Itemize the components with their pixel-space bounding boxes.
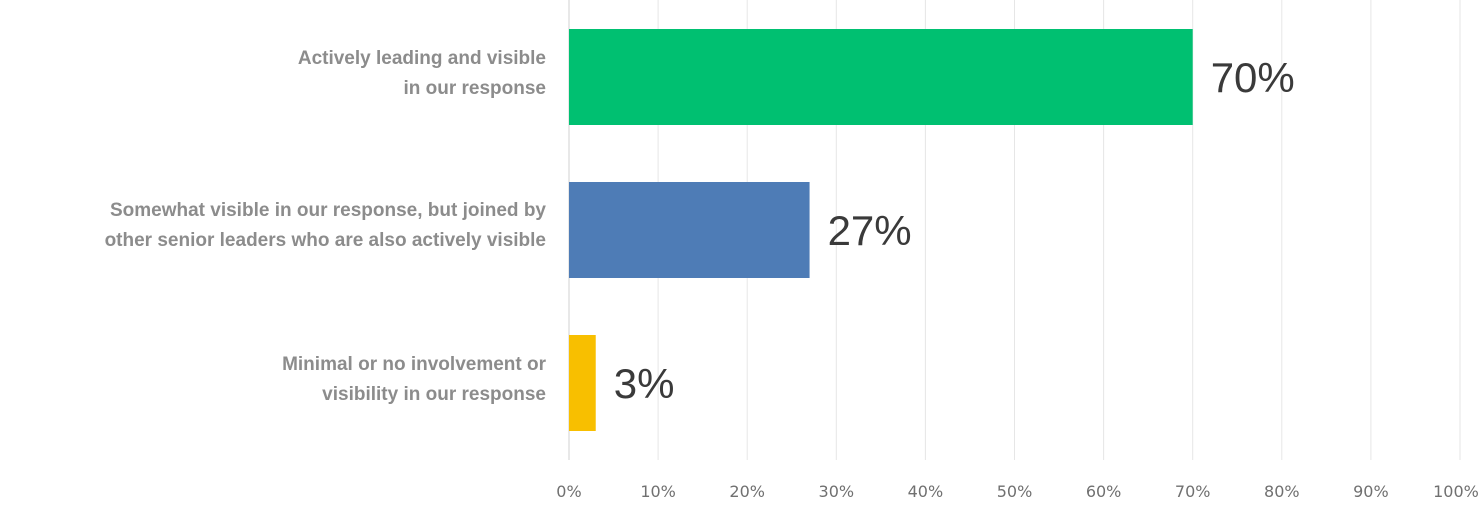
x-tick-label: 20%	[729, 482, 765, 501]
data-label: 3%	[614, 360, 675, 407]
x-tick-label: 50%	[997, 482, 1033, 501]
x-tick-label: 60%	[1086, 482, 1122, 501]
bar	[569, 29, 1193, 125]
x-tick-label: 90%	[1353, 482, 1389, 501]
category-label-minimal-involvement: Minimal or no involvement or visibility …	[282, 354, 546, 405]
x-tick-label: 30%	[819, 482, 855, 501]
category-label-actively-leading: Actively leading and visible in our resp…	[297, 48, 546, 99]
data-label: 27%	[828, 207, 912, 254]
x-tick-label: 100%	[1433, 482, 1479, 501]
bar	[569, 182, 810, 278]
x-tick-label: 80%	[1264, 482, 1300, 501]
value-labels: 70% 27% 3%	[614, 54, 1295, 407]
bar	[569, 335, 596, 431]
x-tick-label: 10%	[640, 482, 676, 501]
x-tick-label: 70%	[1175, 482, 1211, 501]
x-axis-ticks: 0% 10% 20% 30% 40% 50% 60% 70% 80% 90% 100%	[556, 482, 1479, 501]
x-tick-label: 40%	[908, 482, 944, 501]
data-label: 70%	[1211, 54, 1295, 101]
x-tick-label: 0%	[556, 482, 581, 501]
bars	[569, 29, 1193, 431]
category-label-somewhat-visible: Somewhat visible in our response, but jo…	[104, 200, 546, 251]
